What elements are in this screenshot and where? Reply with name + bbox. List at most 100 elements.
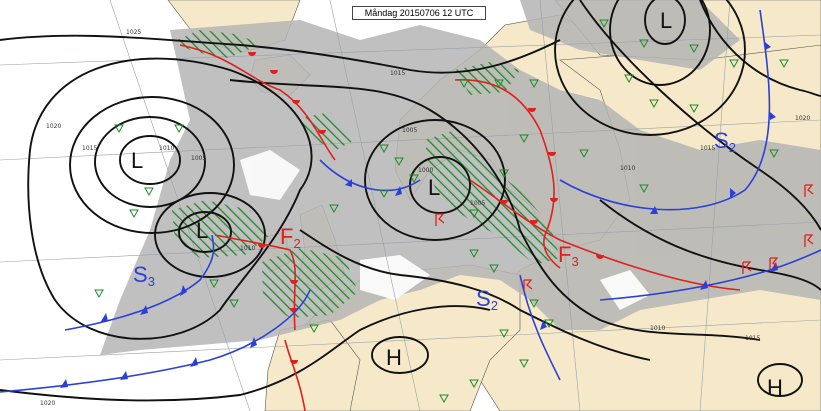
warm-front-marks [248, 52, 604, 364]
shower-triangle [174, 124, 184, 134]
isobar-high-south-1 [371, 336, 429, 374]
thunder-symbols [435, 184, 814, 292]
shower-triangle [469, 379, 479, 389]
shower-symbols [94, 19, 789, 404]
shower-triangle [499, 329, 509, 339]
shower-triangle [599, 19, 609, 29]
shower-triangle [94, 289, 104, 299]
shower-triangle [639, 184, 649, 194]
isobar-label: 1010 [159, 145, 174, 152]
isobar-low-west-2 [154, 192, 266, 278]
shower-triangle [689, 44, 699, 54]
thunderstorm-symbol [804, 184, 814, 197]
isobar-1020-east [579, 0, 821, 231]
high-pressure-center: H [767, 375, 783, 400]
isobar-low-west-1 [178, 211, 232, 253]
isobar-1010-east [599, 199, 821, 291]
isobar-label: 1020 [40, 400, 55, 407]
shower-triangle [309, 324, 319, 334]
shower-triangle [409, 174, 419, 184]
low-pressure-center: L [196, 218, 208, 243]
shower-triangle [579, 149, 589, 159]
map-title: Måndag 20150706 12 UTC [352, 6, 486, 20]
isobar-label: 1010 [240, 245, 255, 252]
isobar-label: 1010 [620, 165, 635, 172]
shower-triangle [459, 79, 469, 89]
isobar-label: 1015 [700, 145, 715, 152]
shower-triangle [229, 299, 239, 309]
shower-triangle [779, 59, 789, 69]
shower-triangle [489, 264, 499, 274]
warm-front-britain [214, 234, 297, 331]
thunderstorm-symbol [742, 261, 752, 274]
isobar-labels: 1025 1020 1015 1010 1005 1010 1015 1005 … [40, 29, 810, 407]
front-label-s3: S3 [133, 262, 155, 289]
shower-triangle [144, 187, 154, 197]
shower-triangle [129, 209, 139, 219]
isobar-label: 1005 [402, 127, 417, 134]
isobars [0, 0, 821, 402]
shower-triangle [729, 59, 739, 69]
shower-triangle [649, 99, 659, 109]
shower-triangle [529, 79, 539, 89]
isobar-low-atlantic-2 [94, 116, 206, 208]
isobar-low-scand-2 [364, 119, 506, 241]
isobar-low-ne-1 [644, 0, 686, 45]
hatch-norway-coast [300, 112, 355, 150]
shower-triangle [624, 74, 634, 84]
front-label-f3: F3 [558, 242, 579, 269]
shower-triangle [209, 279, 219, 289]
isobar-label: 1015 [390, 70, 405, 77]
isobar-low-atlantic-3 [69, 96, 235, 234]
shower-triangle [394, 157, 404, 167]
isobar-atlantic-outer [27, 57, 313, 340]
cold-front-southeast [599, 249, 821, 301]
isobar-1015-mid [229, 79, 761, 341]
isobar-label: 1005 [470, 200, 485, 207]
isobar-label: 1015 [745, 335, 760, 342]
cold-front-east [559, 9, 771, 211]
thunderstorm-symbol [435, 213, 445, 226]
shower-triangle [114, 124, 124, 134]
isobar-label: 1020 [46, 123, 61, 130]
isobar-label: 1005 [191, 155, 206, 162]
thunderstorm-symbol [804, 234, 814, 247]
shower-triangle [499, 169, 509, 179]
isobar-1015-south [0, 305, 491, 402]
shower-triangle [379, 144, 389, 154]
warm-front-south [284, 339, 306, 411]
cold-front-marks [60, 42, 778, 388]
thunderstorm-symbol [523, 279, 533, 292]
front-label-s2-central: S2 [476, 286, 498, 313]
isobar-label: 1020 [795, 115, 810, 122]
shower-triangle [639, 39, 649, 49]
front-label-f2: F2 [280, 224, 301, 251]
high-pressure-center: H [386, 345, 402, 370]
isobar-1010-mid [299, 229, 651, 361]
front-label-s2-east: S2 [714, 128, 736, 155]
shower-triangle [329, 204, 339, 214]
shower-triangle [519, 134, 529, 144]
shower-triangle [689, 104, 699, 114]
shower-triangle [469, 209, 479, 219]
low-pressure-center: L [131, 148, 143, 173]
shower-triangle [529, 299, 539, 309]
isobar-label: 1010 [650, 325, 665, 332]
isobar-label: 1025 [126, 29, 141, 36]
shower-triangle [439, 394, 449, 404]
isobar-low-ne-2 [609, 0, 711, 86]
hatch-britain [262, 248, 358, 318]
pressure-centers: L L L L H H [131, 8, 783, 400]
cold-front-norway-sea [319, 159, 421, 192]
front-labels: F2 F3 S3 S2 S2 [133, 128, 736, 313]
clear-patches [240, 150, 650, 310]
isobar-1005-ne [699, 0, 821, 97]
hatch-atlantic-low [172, 200, 270, 258]
isobar-1020-north [0, 34, 561, 74]
isobar-label: 1015 [82, 145, 97, 152]
isobar-high-se-1 [757, 363, 803, 397]
shower-triangle [769, 149, 779, 159]
low-pressure-center: L [428, 175, 440, 200]
